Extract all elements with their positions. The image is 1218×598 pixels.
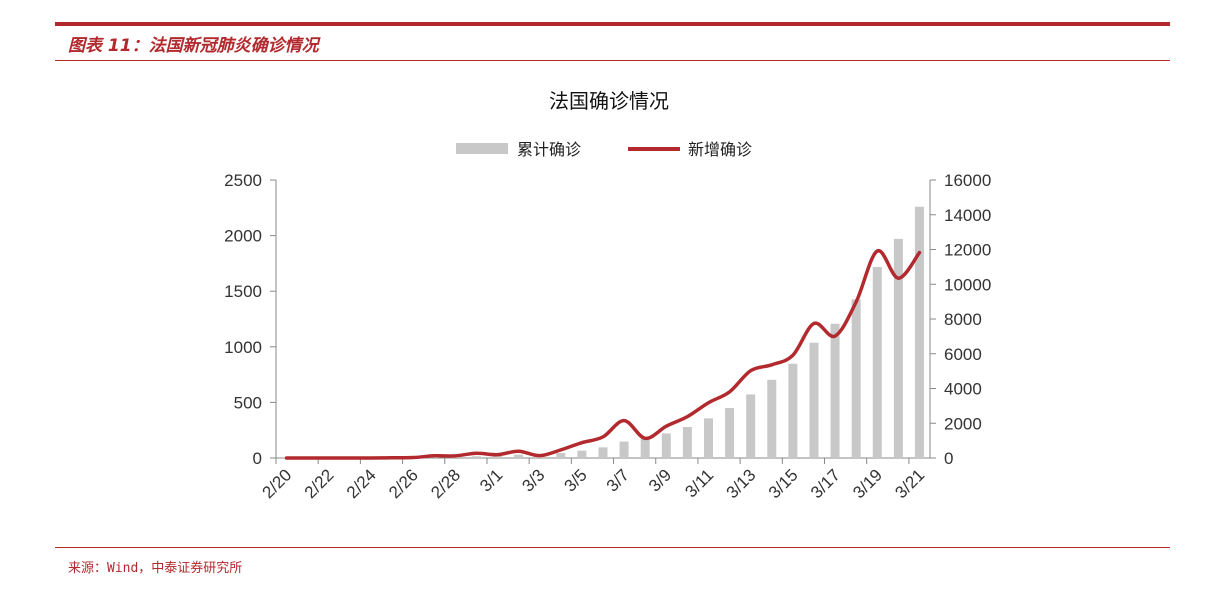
bar-cumulative [914, 206, 924, 458]
x-axis-tick-label: 3/13 [723, 465, 760, 502]
left-axis-tick-label: 1000 [224, 338, 262, 357]
header-top-rule [55, 22, 1170, 26]
x-axis-tick-label: 2/24 [343, 465, 380, 502]
right-axis-tick-label: 6000 [944, 345, 982, 364]
source-note: 来源：Wind，中泰证券研究所 [68, 561, 243, 576]
x-axis-tick-label: 3/15 [765, 465, 802, 502]
bar-cumulative [471, 456, 481, 458]
right-axis-tick-label: 14000 [944, 206, 991, 225]
header-bottom-rule [55, 60, 1170, 61]
left-axis-tick-label: 0 [253, 449, 262, 468]
left-axis-tick-label: 2500 [224, 171, 262, 190]
left-axis-tick-label: 1500 [224, 282, 262, 301]
bar-cumulative [556, 453, 566, 458]
x-axis-tick-label: 3/3 [518, 465, 548, 495]
bar-cumulative [429, 457, 439, 458]
x-axis-tick-label: 3/1 [476, 465, 506, 495]
x-axis-tick-label: 3/17 [807, 465, 844, 502]
x-axis-tick-label: 3/7 [603, 465, 633, 495]
x-axis-tick-label: 2/20 [259, 465, 296, 502]
line-new-cases [284, 249, 922, 460]
legend: 累计确诊 新增确诊 [456, 140, 752, 159]
right-axis-tick-label: 12000 [944, 241, 991, 260]
bar-cumulative [746, 394, 756, 458]
bar-cumulative [809, 342, 819, 458]
bar-cumulative [577, 450, 587, 458]
left-axis-tick-label: 500 [234, 393, 262, 412]
bar-cumulative [767, 379, 777, 458]
x-axis-tick-label: 3/11 [681, 465, 717, 501]
bar-cumulative [493, 455, 503, 458]
bar-cumulative [514, 454, 524, 458]
bar-cumulative [851, 299, 861, 458]
legend-label-cumulative: 累计确诊 [517, 140, 581, 159]
figure-title: 图表 11：法国新冠肺炎确诊情况 [68, 36, 319, 56]
x-axis-tick-label: 3/9 [645, 465, 675, 495]
right-axis-tick-label: 16000 [944, 171, 991, 190]
right-axis-tick-label: 2000 [944, 414, 982, 433]
bar-cumulative [872, 266, 882, 458]
bar-series [282, 206, 924, 458]
bar-cumulative [725, 408, 735, 458]
x-axis-tick-label: 2/26 [385, 465, 422, 502]
legend-swatch-cumulative [456, 143, 508, 154]
bar-cumulative [703, 418, 713, 458]
x-axis-tick-label: 3/21 [891, 465, 928, 502]
right-axis-tick-label: 0 [944, 449, 953, 468]
x-axis-tick-label: 2/28 [427, 465, 464, 502]
bar-cumulative [682, 427, 692, 458]
bar-cumulative [893, 238, 903, 458]
legend-label-new: 新增确诊 [688, 140, 752, 159]
line-series [284, 249, 922, 460]
bar-cumulative [640, 438, 650, 458]
left-axis-tick-label: 2000 [224, 227, 262, 246]
x-axis-tick-label: 3/19 [849, 465, 886, 502]
bar-cumulative [598, 447, 608, 458]
bar-cumulative [619, 441, 629, 458]
right-axis-tick-label: 4000 [944, 380, 982, 399]
x-axis-tick-label: 2/22 [301, 465, 338, 502]
footer-rule [55, 547, 1170, 548]
bar-cumulative [661, 433, 671, 458]
bar-cumulative [830, 323, 840, 458]
x-axis-tick-label: 3/5 [561, 465, 591, 495]
bar-cumulative [788, 363, 798, 458]
chart-title: 法国确诊情况 [549, 89, 669, 113]
right-axis-tick-label: 10000 [944, 275, 991, 294]
right-axis-tick-label: 8000 [944, 310, 982, 329]
